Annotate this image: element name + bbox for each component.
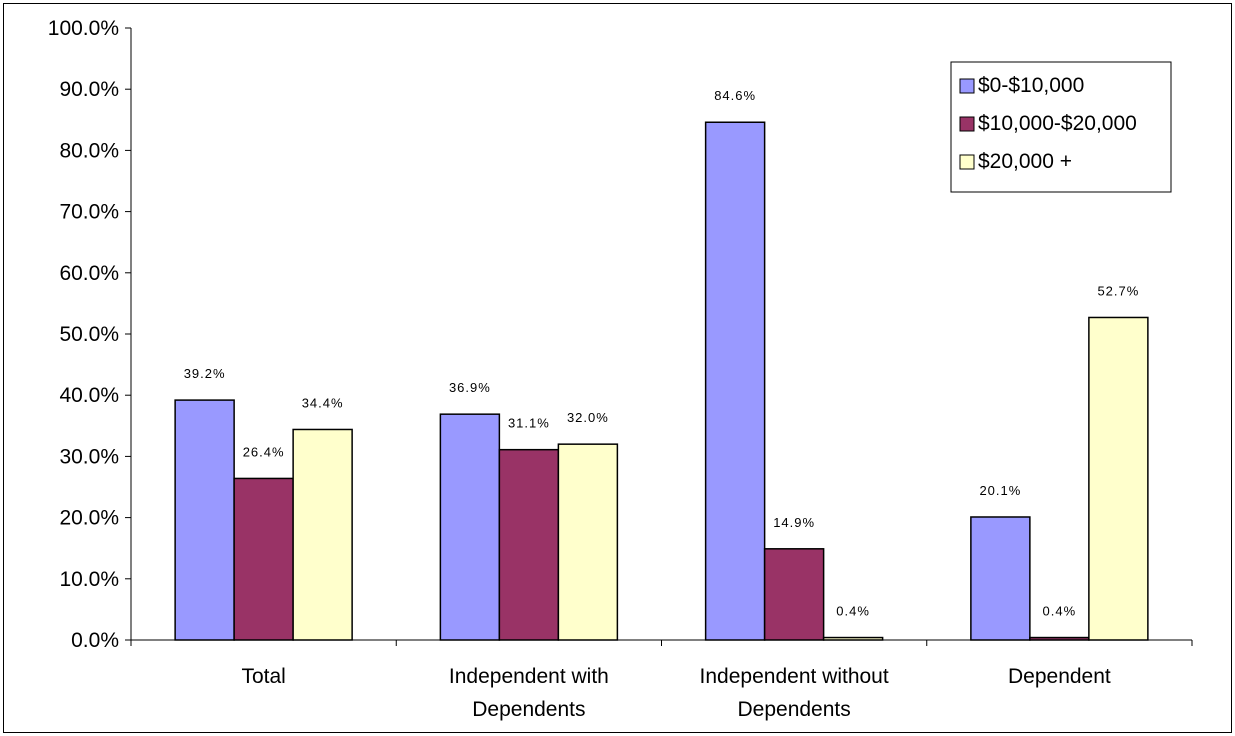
data-label: 36.9%: [449, 380, 491, 395]
y-tick-label: 60.0%: [59, 262, 119, 285]
y-tick-label: 70.0%: [59, 201, 119, 224]
y-tick-label: 40.0%: [59, 384, 119, 407]
bar: [498, 448, 560, 641]
y-tick-label: 10.0%: [59, 568, 119, 591]
bar: [1088, 316, 1149, 641]
bar: [970, 516, 1031, 641]
y-tick-label: 100.0%: [48, 17, 119, 40]
legend-label: $10,000-$20,000: [978, 112, 1137, 135]
bar: [557, 443, 619, 641]
data-label: 31.1%: [508, 416, 550, 431]
bar: [174, 399, 235, 641]
data-label: 52.7%: [1097, 283, 1139, 298]
data-label: 0.4%: [1043, 604, 1077, 619]
bar: [763, 548, 825, 641]
legend-label: $20,000 +: [978, 150, 1072, 173]
legend-box: [950, 61, 1172, 193]
bar: [1029, 636, 1090, 641]
y-tick-label: 50.0%: [59, 323, 119, 346]
category-label: Dependents: [472, 698, 585, 721]
data-label: 0.4%: [836, 604, 870, 619]
data-label: 32.0%: [567, 410, 609, 425]
y-tick-label: 0.0%: [71, 629, 119, 652]
legend-swatch: [959, 116, 975, 132]
bar: [439, 413, 501, 641]
legend-swatch: [959, 78, 975, 94]
bar: [822, 636, 884, 641]
y-tick-label: 80.0%: [59, 139, 119, 162]
category-label: Independent with: [449, 665, 609, 688]
bar: [704, 121, 766, 641]
data-label: 20.1%: [979, 483, 1021, 498]
legend-label: $0-$10,000: [978, 74, 1084, 97]
y-tick-label: 90.0%: [59, 78, 119, 101]
y-tick-label: 30.0%: [59, 445, 119, 468]
y-tick-label: 20.0%: [59, 507, 119, 530]
data-label: 26.4%: [243, 444, 285, 459]
category-label: Dependents: [737, 698, 850, 721]
legend-swatch: [959, 154, 975, 170]
data-label: 84.6%: [714, 88, 756, 103]
bar: [233, 477, 294, 641]
data-label: 34.4%: [302, 395, 344, 410]
data-label: 39.2%: [184, 366, 226, 381]
category-label: Independent without: [700, 665, 889, 688]
data-label: 14.9%: [773, 515, 815, 530]
bar: [292, 428, 353, 641]
category-label: Dependent: [1008, 665, 1111, 688]
category-label: Total: [241, 665, 285, 688]
